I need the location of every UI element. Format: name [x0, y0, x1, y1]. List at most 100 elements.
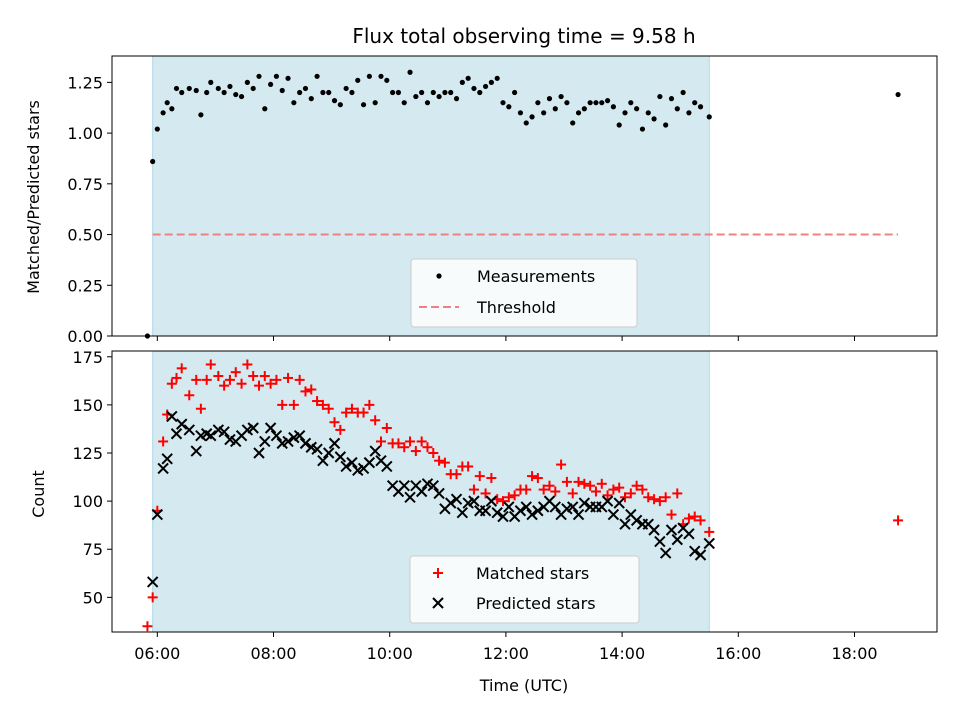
top-legend: Measurements Threshold: [410, 258, 638, 328]
x-tick-label: 12:00: [483, 644, 529, 663]
predicted-star-point: [270, 429, 283, 442]
predicted-star-point: [703, 537, 715, 550]
bottom-y-axis-ticks: 50 75 100 125 150 175: [72, 348, 112, 607]
measurement-point: [541, 110, 547, 116]
measurement-point: [208, 79, 214, 85]
matched-star-point: [596, 478, 607, 489]
matched-star-point: [219, 380, 230, 391]
measurement-point: [407, 69, 413, 75]
measurement-point: [442, 89, 448, 96]
matched-star-point: [283, 372, 294, 383]
predicted-star-point: [253, 447, 265, 459]
matched-star-point: [294, 374, 305, 385]
matched-star-point: [573, 476, 584, 487]
matched-star-point: [248, 371, 259, 382]
matched-star-point: [509, 490, 520, 501]
predicted-star-point: [299, 437, 312, 450]
measurement-point: [616, 122, 622, 128]
predicted-star-point: [293, 429, 306, 442]
measurement-point: [581, 106, 587, 112]
measurement-point: [320, 89, 326, 96]
y-tick-label: 0.00: [67, 327, 103, 346]
x-tick-label: 14:00: [599, 644, 645, 663]
predicted-star-point: [468, 495, 480, 507]
measurement-point: [477, 89, 483, 96]
y-tick-label: 0.50: [67, 226, 103, 245]
y-tick-label: 0.75: [67, 175, 103, 194]
predicted-star-point: [381, 460, 393, 473]
measurement-point: [599, 100, 605, 106]
matched-star-point: [672, 488, 683, 499]
matched-star-point: [556, 459, 567, 470]
matched-star-point: [532, 473, 543, 484]
predicted-star-point: [532, 505, 544, 517]
matched-star-point: [317, 399, 328, 410]
predicted-star-point: [694, 549, 707, 561]
matched-star-point: [329, 417, 340, 428]
matched-star-point: [142, 621, 153, 632]
matched-star-point: [625, 488, 636, 499]
matched-star-point: [195, 403, 206, 414]
matched-star-point: [422, 442, 433, 453]
matched-star-point: [410, 446, 421, 457]
matched-star-point: [637, 484, 648, 495]
matched-star-point: [590, 486, 601, 497]
measurement-point: [517, 110, 524, 116]
matched-star-point: [689, 511, 700, 522]
measurement-point: [413, 93, 419, 100]
bottom-matched-stars-series: [142, 359, 904, 632]
matched-star-point: [147, 592, 158, 603]
measurement-point: [500, 100, 506, 106]
matched-star-point: [370, 415, 381, 426]
predicted-star-point: [183, 424, 195, 436]
measurement-point: [169, 106, 175, 112]
predicted-star-point: [166, 410, 178, 423]
measurement-point: [343, 85, 349, 92]
predicted-star-point: [311, 443, 323, 455]
x-tick-label: 16:00: [715, 644, 761, 663]
measurement-point: [465, 75, 471, 81]
legend-threshold-label: Threshold: [476, 298, 556, 317]
chart-title: Flux total observing time = 9.58 h: [352, 24, 695, 48]
measurement-point: [349, 89, 355, 96]
measurement-point: [419, 89, 425, 96]
predicted-star-point: [259, 435, 271, 448]
matched-star-point: [695, 515, 706, 526]
bottom-legend: Matched stars Predicted stars: [409, 555, 640, 624]
matched-star-point: [191, 374, 202, 385]
predicted-star-point: [607, 508, 620, 521]
top-axes-frame: [111, 55, 938, 337]
measurement-point: [204, 89, 210, 96]
measurement-point: [326, 89, 332, 96]
measurement-point: [535, 100, 541, 106]
predicted-star-point: [415, 485, 428, 498]
matched-star-point: [259, 371, 270, 382]
matched-star-point: [335, 424, 346, 435]
predicted-star-point: [514, 505, 527, 517]
predicted-star-point: [671, 533, 684, 546]
measurement-point: [587, 100, 593, 106]
matched-star-point: [213, 371, 224, 382]
measurement-point: [697, 104, 704, 110]
legend-measurements-label: Measurements: [477, 267, 595, 286]
predicted-star-point: [317, 454, 329, 467]
predicted-star-point: [427, 480, 439, 492]
matched-star-point: [300, 386, 311, 397]
matched-star-point: [253, 380, 264, 391]
measurement-point: [401, 100, 407, 106]
measurement-point: [680, 89, 686, 96]
matched-star-point: [393, 438, 404, 449]
predicted-star-point: [247, 422, 259, 434]
predicted-star-point: [665, 524, 678, 536]
predicted-star-point: [157, 462, 169, 475]
measurement-point: [523, 120, 529, 126]
predicted-star-point: [282, 435, 294, 448]
matched-star-point: [567, 488, 578, 499]
predicted-star-point: [648, 524, 660, 536]
measurement-point: [250, 85, 256, 92]
legend-measurements-marker: [436, 273, 442, 279]
measurement-point: [482, 83, 489, 90]
matched-star-point: [463, 461, 474, 472]
measurement-point: [686, 110, 692, 116]
